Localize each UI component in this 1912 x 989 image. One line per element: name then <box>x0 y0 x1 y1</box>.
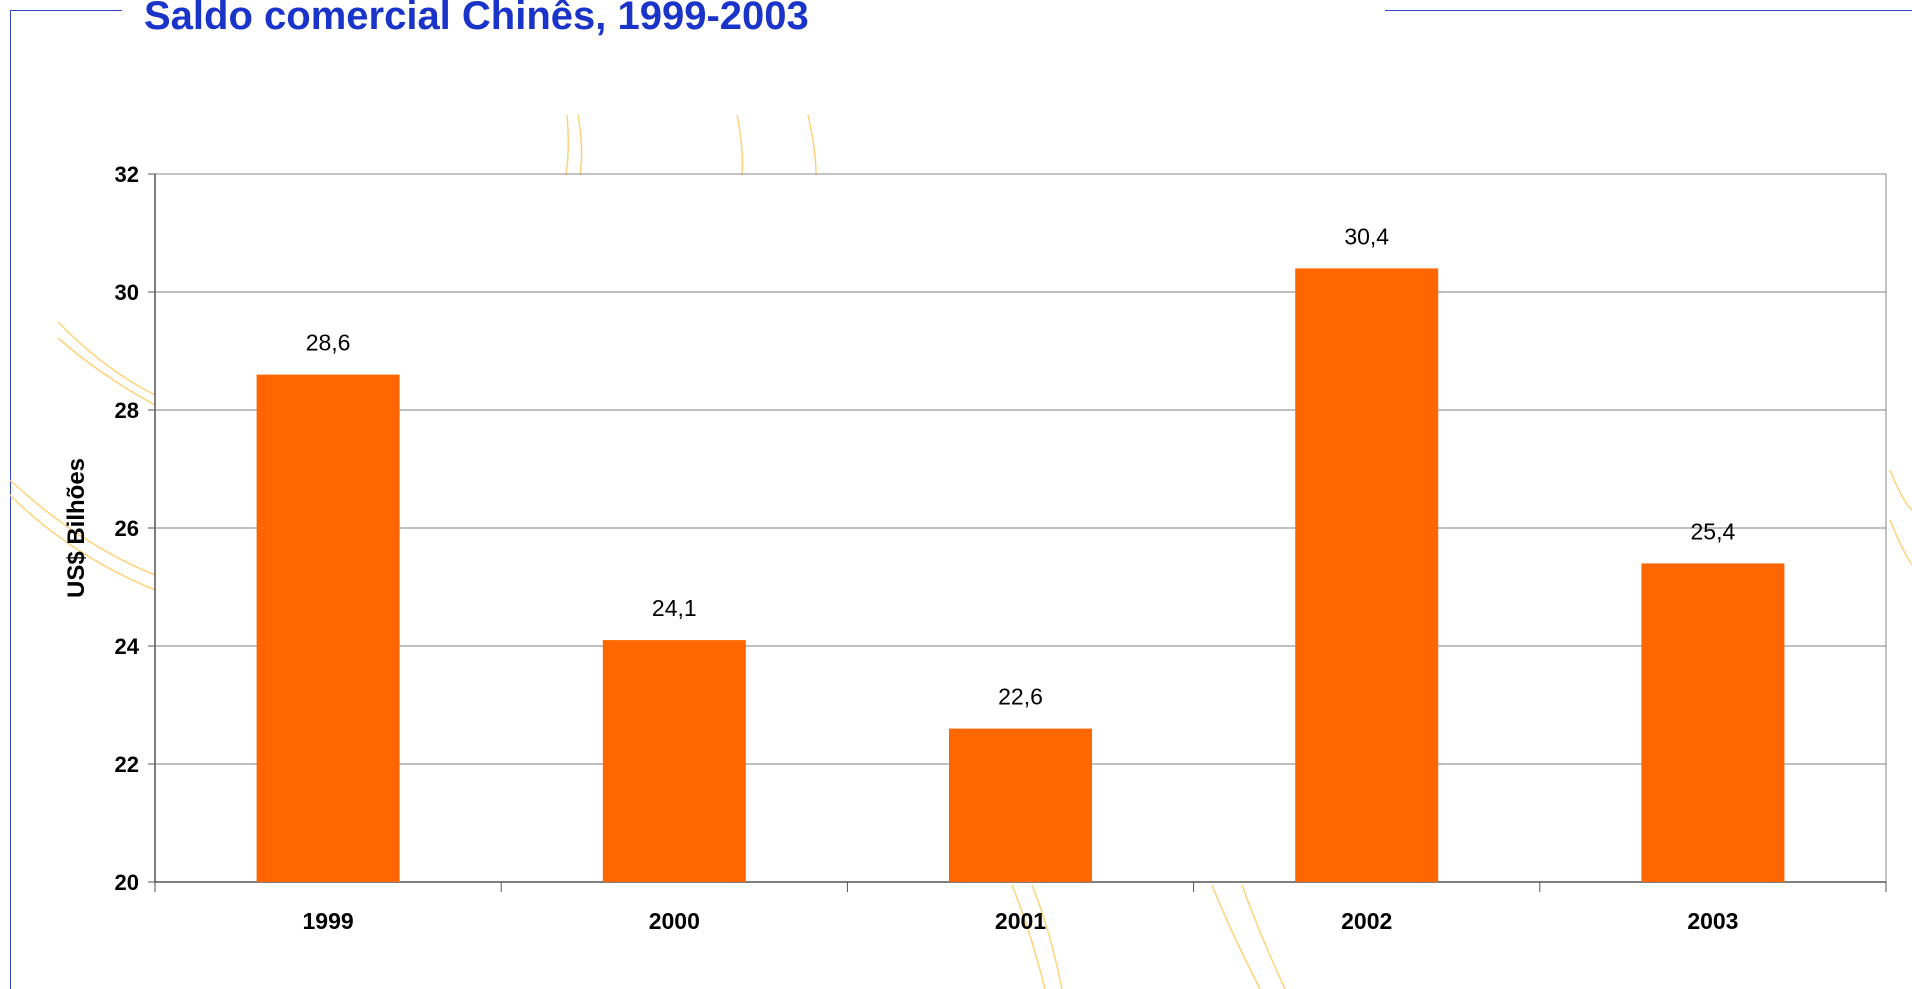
decor-arc <box>1212 885 1260 989</box>
plot-area: 20 22 24 26 28 30 32 28,6 1999 24,1 2000 22,6 2001 30… <box>63 162 1886 934</box>
x-tick-label-2000: 2000 <box>649 908 700 934</box>
y-tick-label: 32 <box>115 162 139 187</box>
decor-arc <box>808 115 816 175</box>
y-tick-label: 20 <box>115 870 139 895</box>
y-tick-label: 30 <box>115 280 139 305</box>
bar-2003 <box>1641 563 1784 882</box>
decor-arc <box>1890 470 1912 510</box>
y-tick-label: 24 <box>115 634 140 659</box>
bar-2000 <box>603 640 746 882</box>
decor-arc <box>566 115 568 175</box>
decor-arc <box>578 115 582 175</box>
data-label-2002: 30,4 <box>1344 223 1389 249</box>
x-tick-label-2002: 2002 <box>1341 908 1392 934</box>
data-label-2001: 22,6 <box>998 684 1043 710</box>
decor-arc <box>58 338 155 405</box>
y-tick-label: 22 <box>115 752 139 777</box>
decor-arc <box>1032 885 1062 989</box>
decor-arc <box>58 322 155 395</box>
data-label-2000: 24,1 <box>652 595 697 621</box>
decor-arc <box>1890 520 1912 565</box>
decor-arc <box>737 115 742 175</box>
decor-arc <box>1242 885 1285 989</box>
x-tick-label-2001: 2001 <box>995 908 1046 934</box>
decor-arc <box>1012 885 1045 989</box>
data-label-2003: 25,4 <box>1691 518 1736 544</box>
x-tick-label-2003: 2003 <box>1687 908 1738 934</box>
y-tick-label: 28 <box>115 398 139 423</box>
y-axis-label: US$ Bilhões <box>63 458 90 598</box>
data-label-1999: 28,6 <box>306 330 351 356</box>
y-tick-label: 26 <box>115 516 139 541</box>
x-tick-label-1999: 1999 <box>303 908 354 934</box>
bar-2002 <box>1295 268 1438 882</box>
bar-1999 <box>257 375 400 882</box>
bar-2001 <box>949 729 1092 882</box>
